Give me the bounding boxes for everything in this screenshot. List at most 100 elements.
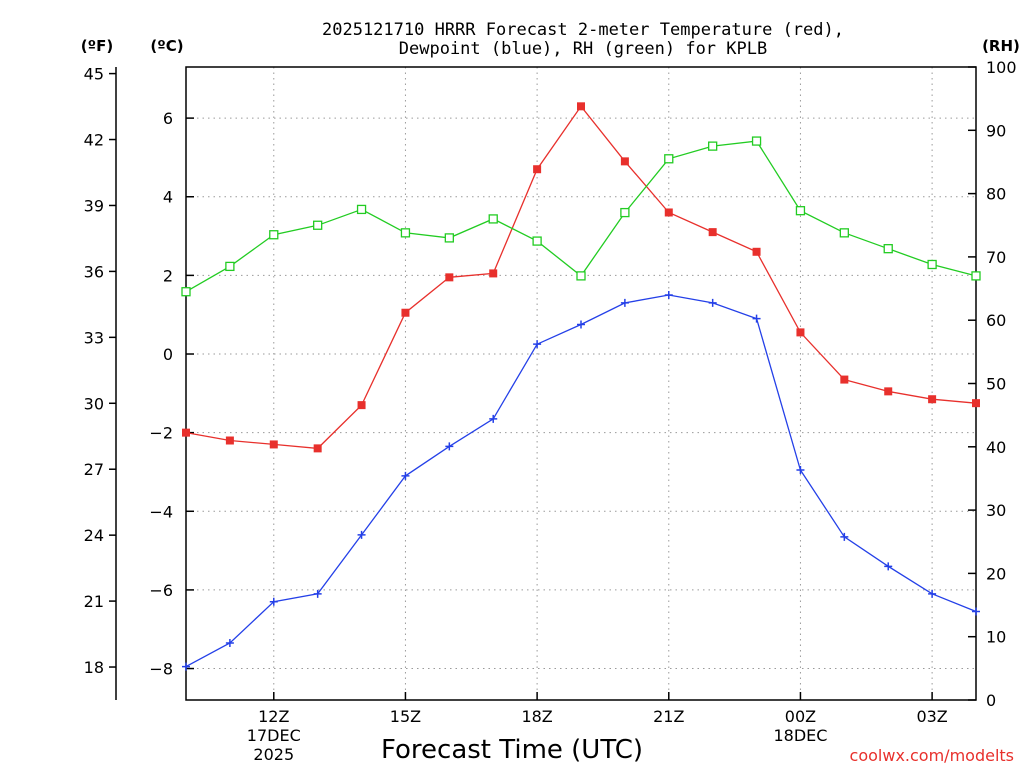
rh-point (225, 261, 235, 272)
temperature-point (225, 436, 234, 445)
rh-tick-label: 90 (986, 121, 1006, 140)
celsius-tick-label: −4 (149, 502, 173, 521)
temperature-point (796, 328, 805, 337)
temperature-point (489, 269, 498, 278)
rh-unit-label: (RH) (982, 37, 1020, 55)
rh-tick-label: 20 (986, 564, 1006, 583)
rh-tick-label: 30 (986, 501, 1006, 520)
rh-point (883, 244, 893, 254)
rh-series-line (185, 140, 977, 293)
dewpoint-point (401, 471, 410, 480)
x-tick-label: 15Z (390, 707, 421, 726)
fahrenheit-tick-label: 45 (84, 65, 104, 84)
x-tick-label: 21Z (653, 707, 684, 726)
axis-ticks: −8−6−4−202461821242730333639424501020304… (84, 58, 1017, 764)
fahrenheit-tick-label: 33 (84, 328, 104, 347)
rh-tick-label: 40 (986, 438, 1006, 457)
fahrenheit-tick-label: 21 (84, 592, 104, 611)
dewpoint-point (445, 442, 454, 451)
dewpoint-point (796, 465, 805, 474)
rh-point (488, 214, 498, 224)
dewpoint-point (708, 298, 717, 307)
chart-title-line1: 2025121710 HRRR Forecast 2-meter Tempera… (322, 20, 844, 40)
dewpoint-point (577, 320, 585, 329)
dewpoint-point (928, 589, 937, 598)
rh-point (927, 259, 937, 270)
dewpoint-point (313, 589, 322, 598)
dewpoint-point (620, 298, 629, 307)
rh-point (532, 236, 542, 246)
temperature-point (533, 165, 542, 174)
temperature-point (182, 428, 190, 437)
rh-point (795, 206, 806, 216)
dewpoint-series-line (185, 294, 977, 668)
x-tick-label: 17DEC (247, 726, 301, 745)
rh-point (620, 207, 630, 218)
x-axis-label: Forecast Time (UTC) (381, 735, 643, 765)
temperature-point (840, 375, 849, 384)
x-tick-label: 12Z (258, 707, 289, 726)
fahrenheit-tick-label: 36 (84, 262, 104, 281)
rh-tick-label: 0 (986, 691, 996, 710)
rh-point (839, 228, 849, 238)
rh-point (269, 230, 279, 240)
x-tick-label: 18DEC (773, 726, 827, 745)
celsius-tick-label: −8 (149, 660, 173, 679)
dewpoint-point (357, 530, 366, 539)
data-series (181, 102, 981, 671)
temperature-point (928, 395, 937, 404)
dewpoint-point (533, 340, 542, 349)
celsius-tick-label: 0 (163, 345, 173, 364)
temperature-point (752, 247, 761, 256)
dewpoint-point (664, 291, 673, 300)
temperature-point (401, 308, 410, 317)
rh-tick-label: 80 (986, 185, 1006, 204)
dewpoint-point (269, 597, 278, 606)
rh-point (313, 220, 323, 230)
rh-tick-label: 70 (986, 248, 1006, 267)
fahrenheit-unit-label: (ºF) (81, 37, 113, 55)
fahrenheit-tick-label: 18 (84, 658, 104, 677)
rh-point (708, 141, 718, 151)
rh-point (751, 136, 762, 146)
celsius-tick-label: 2 (163, 266, 173, 285)
rh-point (181, 287, 191, 297)
temperature-point (664, 208, 673, 217)
rh-point (444, 233, 454, 243)
temperature-point (708, 228, 717, 237)
rh-point (576, 271, 586, 281)
credit-text: coolwx.com/modelts (850, 746, 1014, 765)
temperature-point (884, 387, 893, 396)
rh-tick-label: 100 (986, 58, 1017, 77)
celsius-tick-label: 4 (163, 188, 173, 207)
dewpoint-point (489, 414, 498, 423)
rh-tick-label: 10 (986, 628, 1006, 647)
celsius-tick-label: −6 (149, 581, 173, 600)
fahrenheit-tick-label: 30 (84, 394, 104, 413)
x-tick-label: 03Z (916, 707, 947, 726)
x-tick-label: 18Z (521, 707, 552, 726)
rh-point (664, 154, 674, 164)
rh-tick-label: 60 (986, 311, 1006, 330)
rh-point (971, 271, 981, 281)
celsius-tick-label: −2 (149, 424, 173, 443)
temperature-point (620, 157, 629, 166)
celsius-tick-label: 6 (163, 109, 173, 128)
fahrenheit-tick-label: 27 (84, 460, 104, 479)
rh-point (356, 204, 367, 215)
temperature-point (313, 444, 322, 453)
temperature-point (577, 102, 585, 111)
dewpoint-point (752, 314, 761, 323)
temperature-point (269, 440, 278, 449)
dewpoint-point (884, 562, 893, 571)
fahrenheit-tick-label: 24 (84, 526, 104, 545)
x-tick-label: 2025 (253, 745, 294, 764)
celsius-unit-label: (ºC) (150, 37, 183, 55)
dewpoint-point (182, 662, 190, 671)
rh-point (400, 228, 411, 238)
dewpoint-point (972, 607, 980, 616)
rh-tick-label: 50 (986, 375, 1006, 394)
chart-title-line2: Dewpoint (blue), RH (green) for KPLB (399, 39, 767, 59)
dewpoint-point (840, 532, 849, 541)
